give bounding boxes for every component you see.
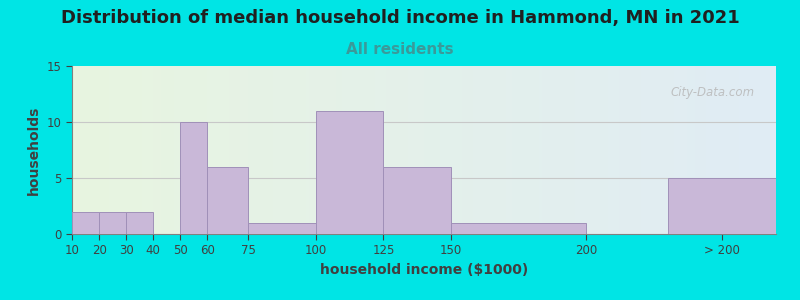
Bar [180, 122, 207, 234]
Bar [668, 178, 776, 234]
Bar [126, 212, 154, 234]
Bar [248, 223, 316, 234]
Y-axis label: households: households [27, 105, 41, 195]
Bar [451, 223, 586, 234]
Text: City-Data.com: City-Data.com [670, 86, 755, 99]
Bar [316, 111, 383, 234]
Bar [207, 167, 248, 234]
X-axis label: household income ($1000): household income ($1000) [320, 263, 528, 277]
Text: Distribution of median household income in Hammond, MN in 2021: Distribution of median household income … [61, 9, 739, 27]
Bar [99, 212, 126, 234]
Text: All residents: All residents [346, 42, 454, 57]
Bar [383, 167, 451, 234]
Bar [72, 212, 99, 234]
